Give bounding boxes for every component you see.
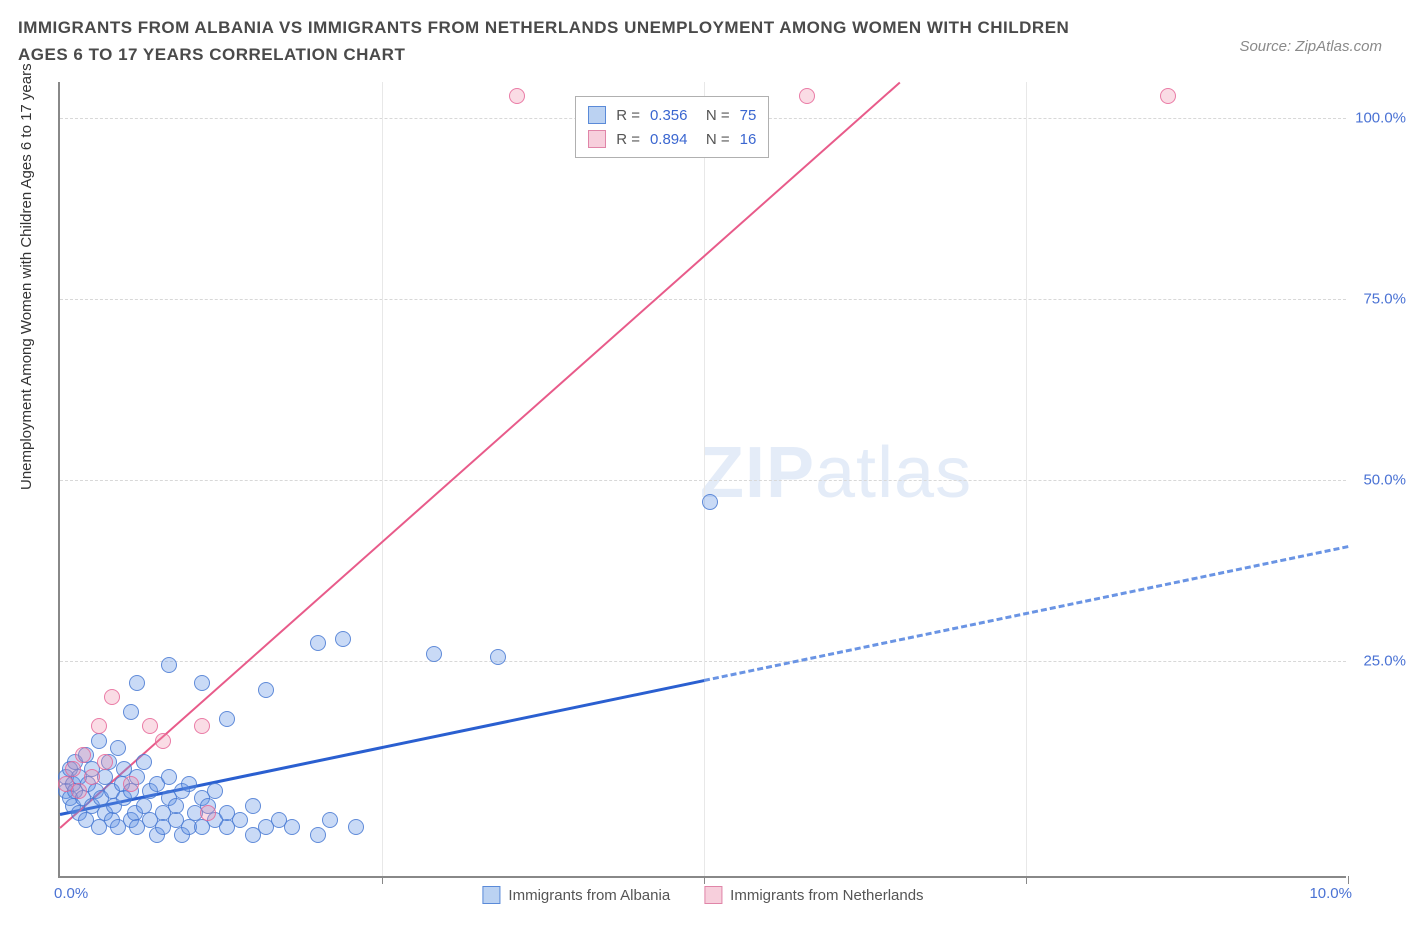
gridline-v <box>382 82 383 876</box>
data-point <box>310 827 326 843</box>
data-point <box>1160 88 1176 104</box>
data-point <box>123 776 139 792</box>
data-point <box>426 646 442 662</box>
x-tick-mark <box>1348 876 1349 884</box>
legend-r-value: 0.356 <box>650 107 688 124</box>
data-point <box>161 657 177 673</box>
trend-line <box>59 82 900 829</box>
data-point <box>71 783 87 799</box>
legend-bottom: Immigrants from Albania Immigrants from N… <box>482 886 923 904</box>
data-point <box>258 682 274 698</box>
legend-n-value: 75 <box>740 107 757 124</box>
y-axis-label: Unemployment Among Women with Children A… <box>18 63 35 490</box>
data-point <box>104 689 120 705</box>
y-tick-label: 50.0% <box>1363 472 1406 489</box>
legend-label: Immigrants from Albania <box>508 887 670 904</box>
legend-label: Immigrants from Netherlands <box>730 887 923 904</box>
legend-swatch <box>588 106 606 124</box>
data-point <box>799 88 815 104</box>
gridline-v <box>1026 82 1027 876</box>
y-tick-label: 25.0% <box>1363 652 1406 669</box>
data-point <box>136 754 152 770</box>
data-point <box>155 733 171 749</box>
legend-item: Immigrants from Albania <box>482 886 670 904</box>
data-point <box>84 769 100 785</box>
data-point <box>91 733 107 749</box>
scatter-chart: ZIPatlas Immigrants from AlbaniaImmigran… <box>58 82 1346 878</box>
data-point <box>194 675 210 691</box>
gridline-h <box>60 299 1346 300</box>
x-tick-mark <box>382 876 383 884</box>
data-point <box>110 740 126 756</box>
y-tick-label: 100.0% <box>1355 110 1406 127</box>
data-point <box>142 718 158 734</box>
data-point <box>161 769 177 785</box>
data-point <box>348 819 364 835</box>
data-point <box>219 711 235 727</box>
chart-title: IMMIGRANTS FROM ALBANIA VS IMMIGRANTS FR… <box>18 14 1118 68</box>
data-point <box>65 761 81 777</box>
gridline-h <box>60 661 1346 662</box>
legend-r-label: R = <box>616 131 640 148</box>
data-point <box>335 631 351 647</box>
x-tick-mark <box>1026 876 1027 884</box>
data-point <box>168 798 184 814</box>
data-point <box>245 798 261 814</box>
x-tick-mark <box>704 876 705 884</box>
data-point <box>207 783 223 799</box>
data-point <box>310 635 326 651</box>
gridline-h <box>60 480 1346 481</box>
source-attribution: Source: ZipAtlas.com <box>1239 38 1382 55</box>
data-point <box>194 718 210 734</box>
watermark: ZIPatlas <box>700 432 972 514</box>
x-tick-label: 10.0% <box>1309 885 1352 902</box>
data-point <box>490 649 506 665</box>
legend-n-label: N = <box>698 131 730 148</box>
data-point <box>509 88 525 104</box>
legend-swatch <box>588 130 606 148</box>
data-point <box>284 819 300 835</box>
legend-n-label: N = <box>698 107 730 124</box>
y-tick-label: 75.0% <box>1363 291 1406 308</box>
legend-item: Immigrants from Netherlands <box>704 886 923 904</box>
correlation-legend: R = 0.356 N = 75 R = 0.894 N = 16 <box>575 96 769 158</box>
data-point <box>181 776 197 792</box>
legend-swatch <box>482 886 500 904</box>
data-point <box>91 718 107 734</box>
legend-r-value: 0.894 <box>650 131 688 148</box>
data-point <box>123 704 139 720</box>
data-point <box>322 812 338 828</box>
legend-r-label: R = <box>616 107 640 124</box>
data-point <box>232 812 248 828</box>
legend-n-value: 16 <box>740 131 757 148</box>
data-point <box>702 494 718 510</box>
legend-swatch <box>704 886 722 904</box>
gridline-v <box>704 82 705 876</box>
data-point <box>97 754 113 770</box>
data-point <box>129 675 145 691</box>
data-point <box>75 747 91 763</box>
data-point <box>200 805 216 821</box>
x-tick-label: 0.0% <box>54 885 88 902</box>
